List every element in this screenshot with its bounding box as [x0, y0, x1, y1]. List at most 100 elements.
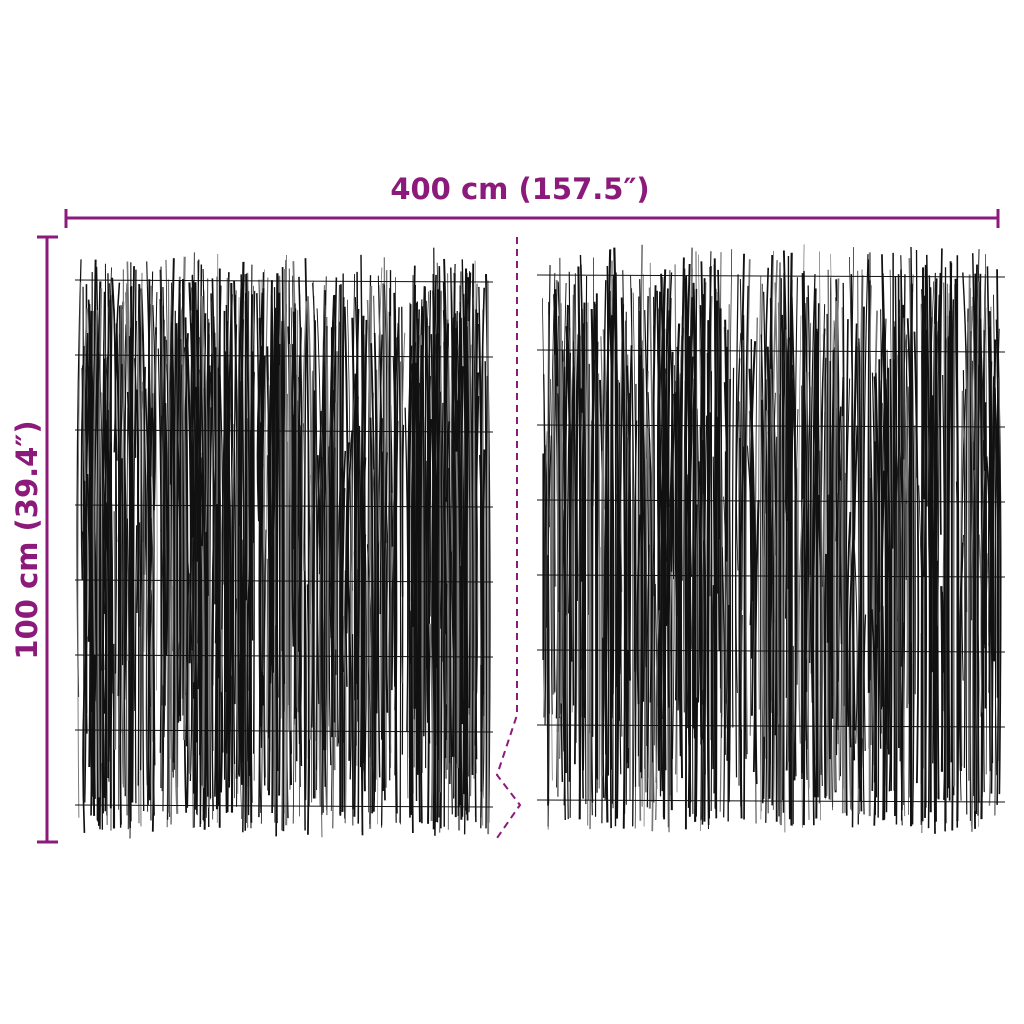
binding-wire — [536, 649, 1006, 653]
binding-wire — [536, 499, 1006, 503]
reed-strand — [709, 266, 713, 811]
reed-strand — [572, 341, 577, 765]
reed-strand — [258, 279, 264, 824]
reed-strand — [834, 407, 838, 756]
reed-strand — [875, 624, 878, 798]
reed-strand — [165, 259, 170, 820]
reed-strand — [316, 410, 322, 705]
reed-strand — [600, 336, 605, 638]
reed-strand — [667, 297, 672, 708]
reed-strand — [382, 452, 388, 801]
reed-strand — [301, 301, 308, 571]
reed-strand — [180, 309, 187, 741]
height-label: 100 cm (39.4″) — [10, 420, 44, 660]
binding-wire — [74, 504, 494, 508]
reed-strand — [561, 282, 567, 752]
reed-strand — [861, 276, 864, 739]
reed-strand — [171, 319, 175, 778]
reed-strand — [334, 402, 337, 650]
reed-strand — [887, 367, 890, 755]
reed-strand — [233, 324, 238, 765]
reed-strand — [810, 274, 816, 703]
reed-strand — [219, 374, 224, 630]
reed-strand — [894, 276, 898, 825]
reed-strand — [980, 470, 985, 713]
reed-strand — [720, 391, 723, 718]
reed-strand — [351, 634, 354, 810]
binding-wire — [536, 274, 1006, 278]
reed-strand — [594, 330, 597, 817]
reed-strand — [678, 327, 684, 757]
reed-strand — [236, 297, 240, 794]
reed-strand — [694, 288, 698, 770]
reed-strand — [465, 281, 469, 730]
reed-strand — [478, 323, 483, 829]
binding-wire — [74, 729, 494, 733]
reed-strand — [625, 320, 628, 805]
reed-strand — [265, 380, 269, 733]
reed-strand — [557, 393, 561, 612]
reed-strand — [871, 372, 877, 783]
reed-strand — [655, 610, 660, 789]
reed-strand — [126, 518, 130, 830]
binding-wire — [536, 424, 1006, 428]
reed-strand — [196, 471, 200, 644]
reed-strand — [312, 282, 317, 459]
reed-strand — [876, 601, 880, 818]
reed-strand — [844, 472, 847, 813]
reed-strand — [969, 331, 972, 821]
reed-strand — [577, 266, 582, 820]
reed-strand — [764, 267, 770, 514]
reed-strand — [716, 300, 720, 594]
reed-strand — [378, 284, 384, 828]
reed-strand — [151, 510, 155, 799]
reed-strand — [967, 274, 971, 781]
reed-strand — [766, 346, 772, 799]
reed-strand — [296, 310, 299, 708]
reed-strand — [113, 318, 117, 674]
reed-strand — [176, 280, 181, 723]
reed-strand — [263, 529, 267, 786]
reed-strand — [580, 264, 586, 771]
reed-strand — [770, 368, 776, 810]
reed-strand — [445, 583, 448, 779]
reed-strand — [550, 272, 556, 715]
reed-strand — [715, 288, 718, 812]
binding-wire — [74, 279, 494, 283]
reed-strand — [425, 300, 430, 820]
reed-strand — [846, 511, 852, 726]
reed-strand — [373, 332, 379, 714]
reed-strand — [690, 376, 695, 650]
reed-strand — [297, 327, 302, 745]
reed-strand — [779, 293, 782, 602]
reed-strand — [582, 323, 586, 718]
reed-strand — [86, 473, 91, 642]
binding-wire — [536, 349, 1006, 353]
reed-strand — [129, 286, 135, 803]
reed-strand — [450, 272, 454, 552]
reed-strand — [601, 280, 607, 798]
binding-wire — [74, 429, 494, 433]
reed-strand — [958, 542, 964, 772]
reed-strand — [271, 343, 274, 807]
reed-strand — [240, 539, 244, 763]
reed-strand — [169, 484, 173, 825]
reed-strand — [258, 464, 264, 814]
reed-strand — [273, 625, 277, 823]
reed-strand — [816, 303, 820, 798]
reed-strand — [748, 410, 751, 736]
reed-strand — [237, 284, 243, 527]
reed-strand — [569, 366, 575, 662]
reed-strand — [419, 286, 426, 824]
reed-strand — [776, 269, 781, 724]
reed-strand — [610, 274, 615, 703]
reed-strand — [154, 334, 158, 691]
reed-strand — [588, 363, 592, 830]
reed-strand — [839, 376, 845, 645]
reed-strand — [597, 373, 601, 789]
reed-strand — [841, 416, 844, 814]
reed-strand — [152, 393, 155, 742]
reed-strand — [367, 657, 372, 825]
width-label: 400 cm (157.5″) — [390, 172, 650, 206]
reed-strand — [103, 358, 107, 812]
